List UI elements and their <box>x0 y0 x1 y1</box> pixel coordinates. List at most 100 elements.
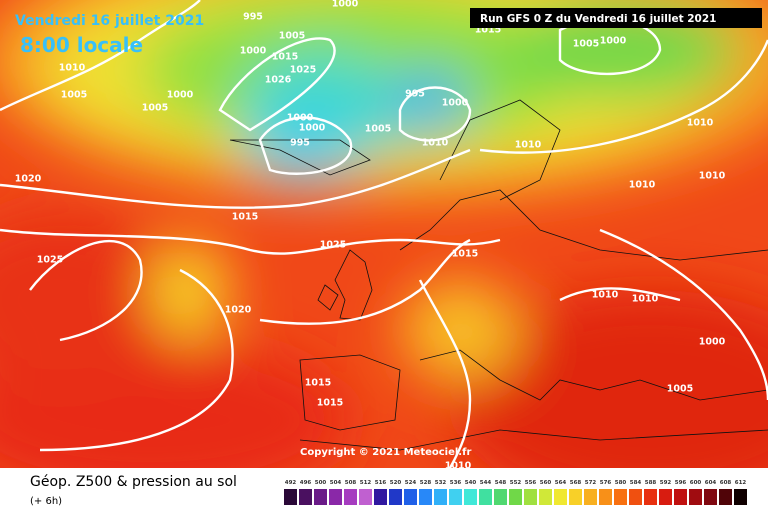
isobar-label: 1000 <box>299 123 326 134</box>
run-info: Run GFS 0 Z du Vendredi 16 juillet 2021 <box>480 13 716 25</box>
isobar-label: 1010 <box>629 180 656 191</box>
legend-label: 544 <box>480 480 492 486</box>
legend-swatch <box>389 489 402 505</box>
isobar-label: 995 <box>243 12 263 23</box>
legend-swatch <box>644 489 657 505</box>
isobar-label: 1015 <box>452 249 478 260</box>
legend-swatch <box>434 489 447 505</box>
legend-label: 568 <box>570 480 582 486</box>
isobar-label: 995 <box>405 89 425 100</box>
isobar-label: 1010 <box>59 63 86 74</box>
legend-swatch <box>449 489 462 505</box>
legend-label: 512 <box>360 480 372 486</box>
legend-label: 500 <box>315 480 327 486</box>
legend-swatch <box>479 489 492 505</box>
isobar-label: 1005 <box>667 384 693 395</box>
legend-swatch <box>524 489 537 505</box>
legend-swatch <box>539 489 552 505</box>
isobar-label: 1015 <box>305 378 331 389</box>
legend-swatch <box>284 489 297 505</box>
legend-label: 536 <box>450 480 462 486</box>
legend-swatch <box>614 489 627 505</box>
time: 8:00 locale <box>20 33 143 57</box>
isobar-label: 1010 <box>687 118 714 129</box>
isobar-label: 1005 <box>142 103 168 114</box>
legend-swatch <box>404 489 417 505</box>
legend-swatch <box>719 489 732 505</box>
legend-label: 596 <box>675 480 687 486</box>
legend-label: 532 <box>435 480 447 486</box>
legend-label: 604 <box>705 480 717 486</box>
legend-swatch <box>674 489 687 505</box>
legend-label: 580 <box>615 480 627 486</box>
legend-swatch <box>509 489 522 505</box>
isobar-label: 995 <box>290 138 310 149</box>
isobar-label: 1015 <box>317 398 343 409</box>
run-box <box>470 8 762 28</box>
footer-title: Géop. Z500 & pression au sol <box>30 474 237 490</box>
isobar-label: 1010 <box>632 294 659 305</box>
legend-label: 520 <box>390 480 402 486</box>
isobar-label: 1000 <box>240 46 267 57</box>
isobar-label: 1025 <box>37 255 63 266</box>
isobar-label: 1005 <box>279 31 305 42</box>
legend-label: 572 <box>585 480 597 486</box>
isobar-label: 1015 <box>475 25 501 36</box>
isobar-label: 1005 <box>365 124 391 135</box>
legend-label: 584 <box>630 480 642 486</box>
isobar-label: 1020 <box>225 305 252 316</box>
isobar-label: 1015 <box>272 52 298 63</box>
legend-swatch <box>464 489 477 505</box>
color-legend: 492 496 500 504 508 512 516 520 524 528 532 536 540 5… <box>284 480 747 505</box>
legend-swatch <box>734 489 747 505</box>
legend-swatch <box>689 489 702 505</box>
isobar-label: 1000 <box>600 36 627 47</box>
isobar-label: 1015 <box>232 212 258 223</box>
isobar-label: 1010 <box>445 461 472 472</box>
date: Vendredi 16 juillet 2021 <box>15 13 204 29</box>
legend-label: 600 <box>690 480 702 486</box>
legend-label: 608 <box>720 480 732 486</box>
legend-swatch <box>359 489 372 505</box>
legend-swatch <box>704 489 717 505</box>
legend-swatch <box>554 489 567 505</box>
legend-swatch <box>299 489 312 505</box>
legend-swatch <box>629 489 642 505</box>
legend-label: 504 <box>330 480 342 486</box>
isobar-label: 1010 <box>699 171 726 182</box>
legend-label: 588 <box>645 480 657 486</box>
legend-swatch <box>494 489 507 505</box>
isobar-label: 1000 <box>287 113 314 124</box>
isobar-label: 1005 <box>573 39 599 50</box>
legend-swatch <box>584 489 597 505</box>
isobar-label: 1010 <box>422 138 449 149</box>
isobar-label: 1000 <box>699 337 726 348</box>
legend-label: 552 <box>510 480 522 486</box>
legend-swatch <box>569 489 582 505</box>
legend-label: 540 <box>465 480 477 486</box>
legend-swatch <box>344 489 357 505</box>
legend-label: 496 <box>300 480 312 486</box>
isobar-label: 1005 <box>61 90 87 101</box>
copyright: Copyright © 2021 Meteociel.fr <box>300 447 471 458</box>
legend-label: 592 <box>660 480 672 486</box>
legend-swatch <box>374 489 387 505</box>
legend-swatch <box>419 489 432 505</box>
legend-label: 564 <box>555 480 567 486</box>
legend-label: 524 <box>405 480 417 486</box>
legend-label: 508 <box>345 480 357 486</box>
isobar-label: 1020 <box>15 174 42 185</box>
legend-label: 516 <box>375 480 387 486</box>
isobar-label: 1025 <box>290 65 316 76</box>
legend-swatch <box>599 489 612 505</box>
legend-label: 560 <box>540 480 552 486</box>
legend-label: 556 <box>525 480 537 486</box>
legend-label: 576 <box>600 480 612 486</box>
footer-step: (+ 6h) <box>30 496 62 507</box>
isobar-label: 1000 <box>442 98 469 109</box>
isobar-label: 1026 <box>265 75 292 86</box>
isobar-label: 1000 <box>332 0 359 10</box>
legend-label: 492 <box>285 480 297 486</box>
